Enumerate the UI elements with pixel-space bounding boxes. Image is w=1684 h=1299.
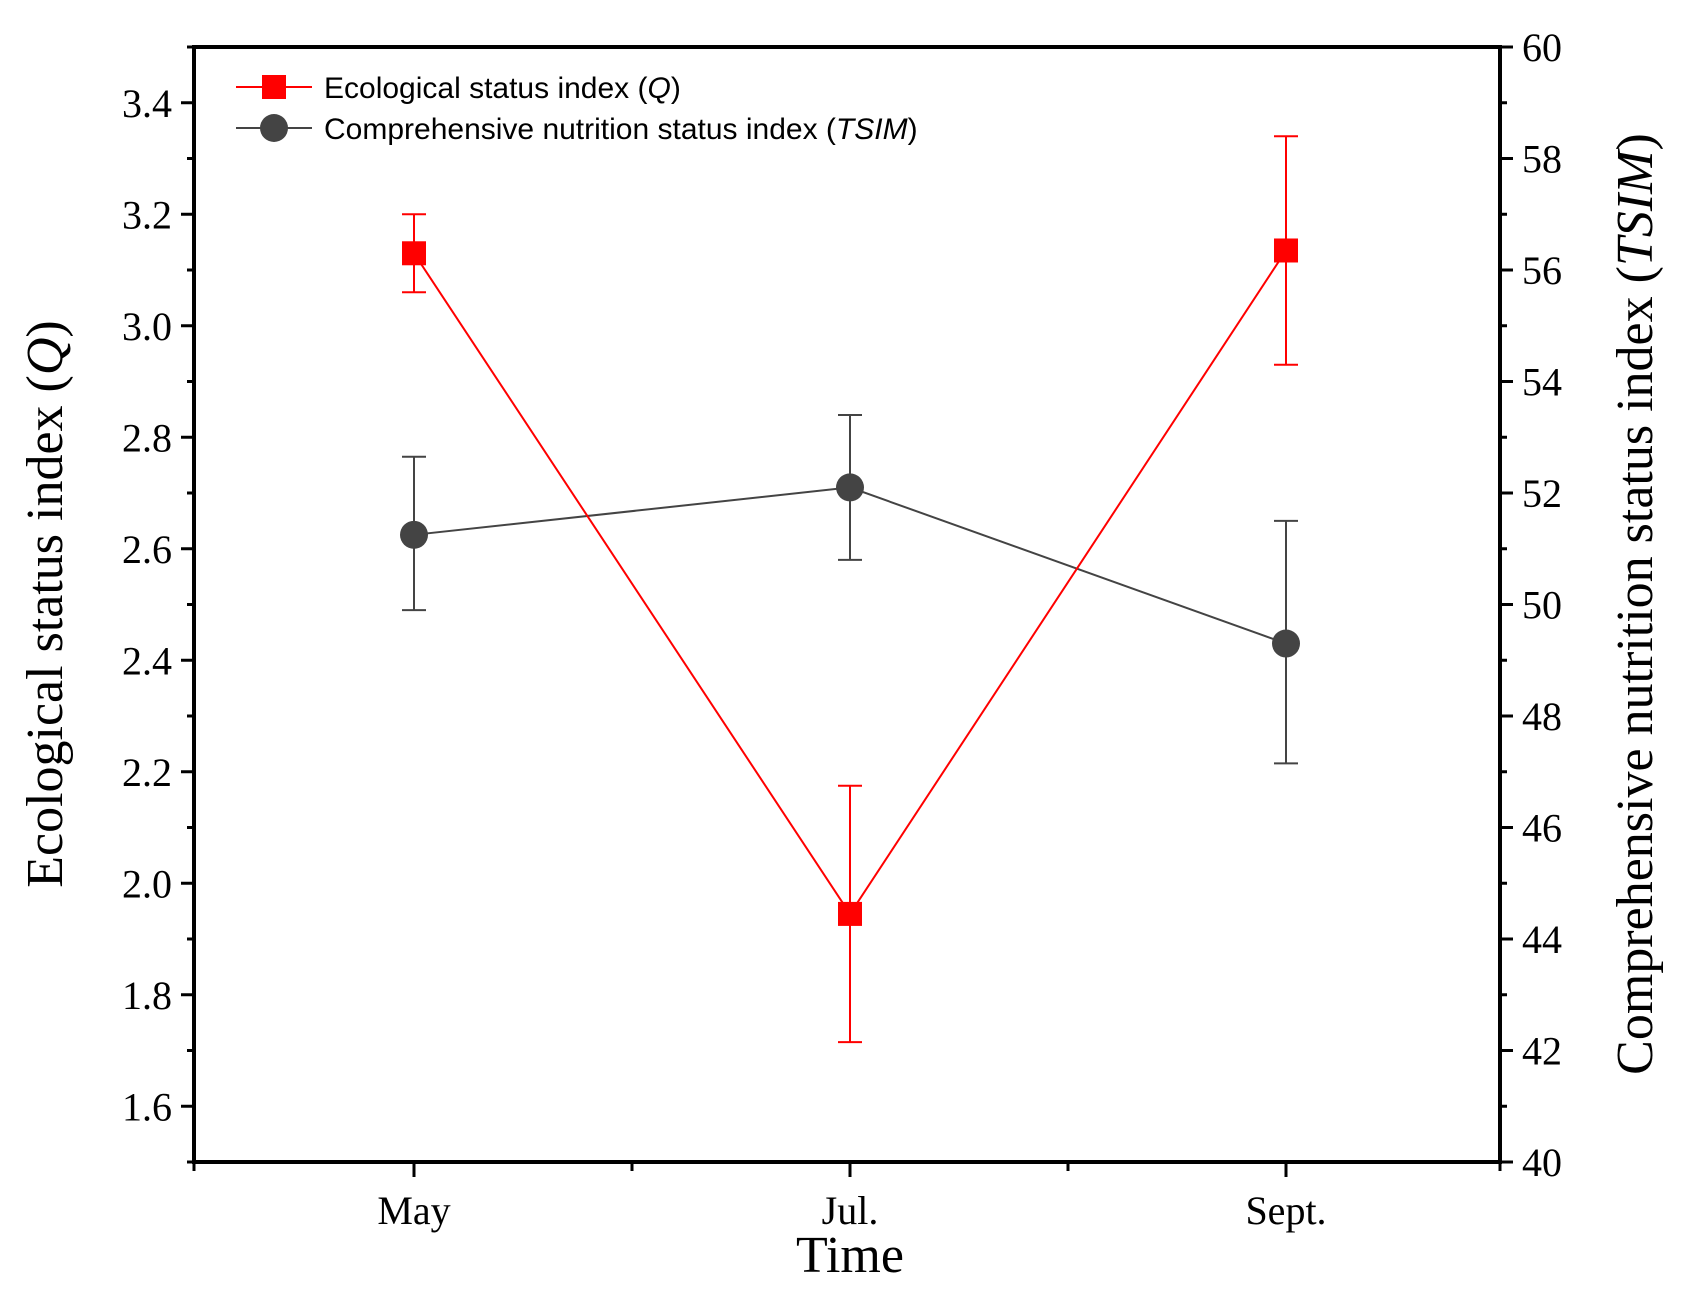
x-axis-title: Time xyxy=(796,1227,904,1284)
x-tick-label: Sept. xyxy=(1245,1188,1326,1233)
legend-item-tsim: Comprehensive nutrition status index (TS… xyxy=(236,113,918,146)
right-tick-label: 56 xyxy=(1522,248,1562,293)
left-tick-label: 1.6 xyxy=(122,1084,172,1129)
series-tsim xyxy=(400,413,1300,765)
left-tick-label: 2.0 xyxy=(122,861,172,906)
right-tick-label: 46 xyxy=(1522,806,1562,851)
data-point-square xyxy=(1274,238,1298,263)
data-point-square xyxy=(402,241,426,266)
left-tick-label: 3.0 xyxy=(122,304,172,349)
series-layer xyxy=(400,135,1300,1044)
legend-label-tsim: Comprehensive nutrition status index (TS… xyxy=(324,113,918,146)
left-tick-label: 3.4 xyxy=(122,81,172,126)
left-tick-label: 2.8 xyxy=(122,415,172,460)
plot-frame xyxy=(192,45,1502,1164)
y-axis-title: Ecological status index (Q) xyxy=(17,320,74,888)
right-tick-label: 52 xyxy=(1522,471,1562,516)
right-tick-label: 44 xyxy=(1522,917,1562,962)
left-tick-label: 2.6 xyxy=(122,527,172,572)
legend-label-q: Ecological status index (Q) xyxy=(324,72,681,105)
data-point-circle xyxy=(400,520,428,549)
series-q xyxy=(402,135,1298,1044)
left-tick-label: 2.4 xyxy=(122,638,172,683)
x-tick-label: Jul. xyxy=(822,1188,879,1233)
legend-marker-circle xyxy=(260,114,288,142)
y2-axis-title: Comprehensive nutrition status index (TS… xyxy=(1607,133,1664,1075)
right-tick-label: 54 xyxy=(1522,360,1562,405)
data-point-square xyxy=(838,901,862,926)
right-tick-label: 58 xyxy=(1522,137,1562,182)
left-tick-label: 3.2 xyxy=(122,192,172,237)
right-tick-label: 50 xyxy=(1522,583,1562,628)
legend-marker-square xyxy=(262,75,286,99)
x-tick-label: May xyxy=(377,1188,450,1233)
left-tick-label: 1.8 xyxy=(122,973,172,1018)
left-tick-label: 2.2 xyxy=(122,750,172,795)
right-tick-label: 60 xyxy=(1522,25,1562,70)
right-tick-label: 40 xyxy=(1522,1140,1562,1185)
legend: Ecological status index (Q) Comprehensiv… xyxy=(236,72,918,146)
data-point-circle xyxy=(1272,629,1300,658)
left-axis-ticks: 1.6 1.8 2.0 2.2 2.4 2.6 2.8 3.0 3.2 3.4 xyxy=(122,45,194,1164)
right-axis-ticks: 40 42 44 46 48 50 52 54 56 58 60 xyxy=(1500,25,1562,1185)
x-axis-ticks: May Jul. Sept. xyxy=(192,1162,1502,1233)
data-point-circle xyxy=(836,473,864,502)
legend-item-q: Ecological status index (Q) xyxy=(236,72,681,105)
right-tick-label: 48 xyxy=(1522,694,1562,739)
right-tick-label: 42 xyxy=(1522,1029,1562,1074)
